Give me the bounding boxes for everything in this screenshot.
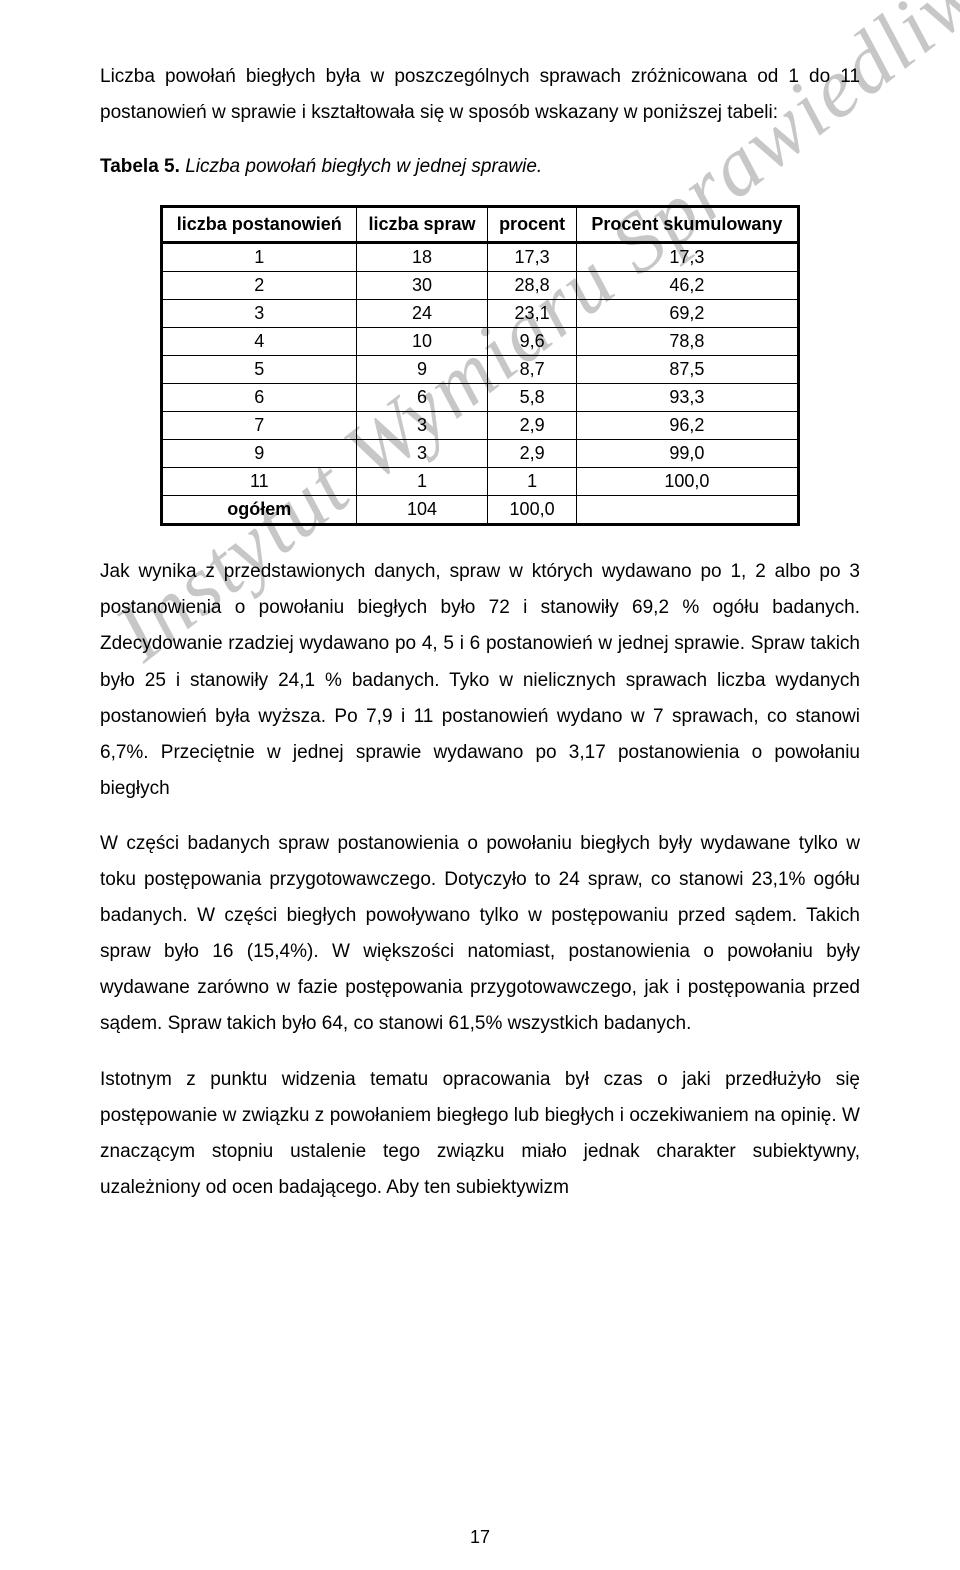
table-row-total: ogółem 104 100,0 <box>162 496 799 525</box>
caption-title: Liczba powołań biegłych w jednej sprawie… <box>185 156 542 177</box>
table-row: 3 24 23,1 69,2 <box>162 300 799 328</box>
cell: 24 <box>356 300 488 328</box>
cell: 69,2 <box>576 300 798 328</box>
cell: 6 <box>162 384 357 412</box>
table-header-row: liczba postanowień liczba spraw procent … <box>162 207 799 243</box>
cell: 1 <box>162 243 357 272</box>
cell: ogółem <box>162 496 357 525</box>
table-row: 7 3 2,9 96,2 <box>162 412 799 440</box>
document-page: Instytut Wymiaru Sprawiedliwości Liczba … <box>0 0 960 1570</box>
cell: 2,9 <box>488 440 576 468</box>
cell: 1 <box>488 468 576 496</box>
analysis-paragraph-2: W części badanych spraw postanowienia o … <box>100 826 860 1043</box>
cell: 28,8 <box>488 272 576 300</box>
cell: 8,7 <box>488 356 576 384</box>
cell: 18 <box>356 243 488 272</box>
cell: 100,0 <box>488 496 576 525</box>
analysis-paragraph-3: Istotnym z punktu widzenia tematu opraco… <box>100 1062 860 1206</box>
cell: 3 <box>356 412 488 440</box>
cell: 104 <box>356 496 488 525</box>
cell: 78,8 <box>576 328 798 356</box>
cell: 6 <box>356 384 488 412</box>
cell: 99,0 <box>576 440 798 468</box>
cell <box>576 496 798 525</box>
cell: 30 <box>356 272 488 300</box>
cell: 9 <box>162 440 357 468</box>
cell: 5 <box>162 356 357 384</box>
analysis-paragraph-1: Jak wynika z przedstawionych danych, spr… <box>100 554 860 807</box>
cell: 100,0 <box>576 468 798 496</box>
cell: 11 <box>162 468 357 496</box>
table-row: 9 3 2,9 99,0 <box>162 440 799 468</box>
col-header: liczba postanowień <box>162 207 357 243</box>
cell: 10 <box>356 328 488 356</box>
cell: 3 <box>162 300 357 328</box>
table-row: 11 1 1 100,0 <box>162 468 799 496</box>
table-row: 4 10 9,6 78,8 <box>162 328 799 356</box>
table-caption: Tabela 5. Liczba powołań biegłych w jedn… <box>100 149 860 185</box>
table-row: 6 6 5,8 93,3 <box>162 384 799 412</box>
cell: 1 <box>356 468 488 496</box>
cell: 96,2 <box>576 412 798 440</box>
col-header: Procent skumulowany <box>576 207 798 243</box>
caption-label: Tabela 5. <box>100 156 180 177</box>
data-table: liczba postanowień liczba spraw procent … <box>160 205 800 526</box>
cell: 46,2 <box>576 272 798 300</box>
col-header: liczba spraw <box>356 207 488 243</box>
cell: 4 <box>162 328 357 356</box>
table-row: 5 9 8,7 87,5 <box>162 356 799 384</box>
cell: 9 <box>356 356 488 384</box>
cell: 17,3 <box>576 243 798 272</box>
cell: 17,3 <box>488 243 576 272</box>
cell: 3 <box>356 440 488 468</box>
page-number: 17 <box>0 1527 960 1548</box>
cell: 87,5 <box>576 356 798 384</box>
cell: 23,1 <box>488 300 576 328</box>
cell: 5,8 <box>488 384 576 412</box>
table-row: 1 18 17,3 17,3 <box>162 243 799 272</box>
cell: 2 <box>162 272 357 300</box>
cell: 9,6 <box>488 328 576 356</box>
table-row: 2 30 28,8 46,2 <box>162 272 799 300</box>
cell: 7 <box>162 412 357 440</box>
col-header: procent <box>488 207 576 243</box>
intro-paragraph: Liczba powołań biegłych była w poszczegó… <box>100 59 860 131</box>
cell: 93,3 <box>576 384 798 412</box>
cell: 2,9 <box>488 412 576 440</box>
